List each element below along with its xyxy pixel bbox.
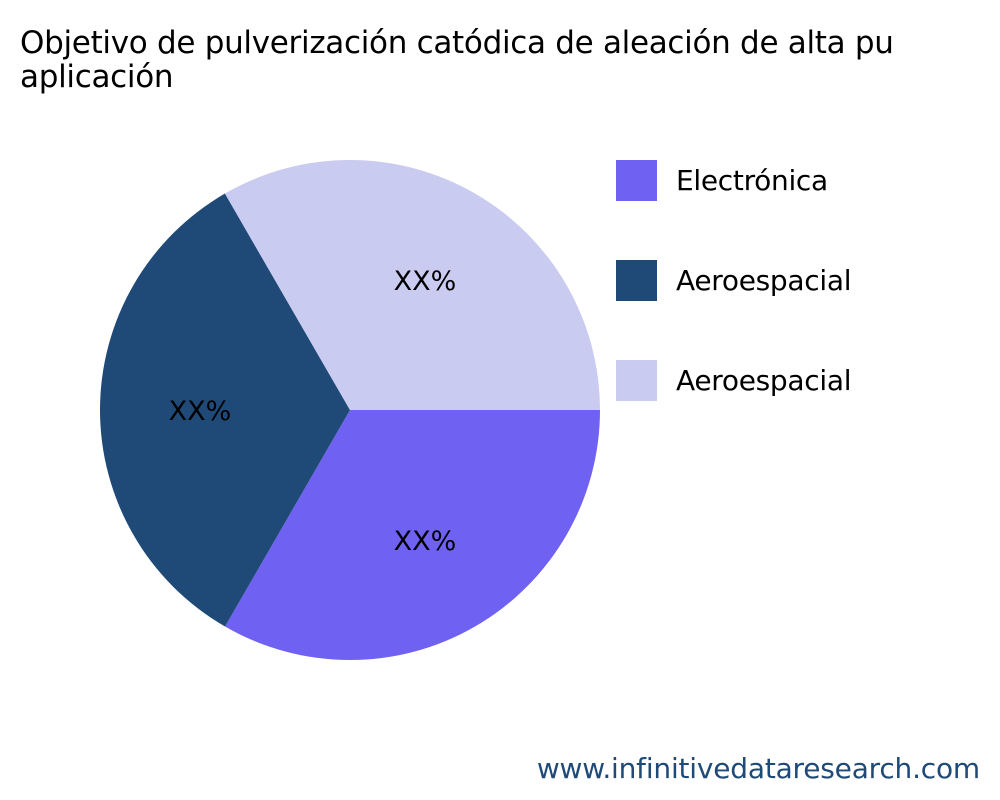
chart-title-line-2: aplicación <box>20 59 174 95</box>
pie-slice-label-0: XX% <box>394 526 457 557</box>
chart-title-line-1: Objetivo de pulverización catódica de al… <box>20 25 894 61</box>
legend-label: Aeroespacial <box>676 264 852 297</box>
pie-slice-label-1: XX% <box>169 396 232 427</box>
pie-slice-2 <box>224 159 601 410</box>
legend-item-2[interactable]: Aeroespacial <box>616 360 851 401</box>
legend-item-0[interactable]: Electrónica <box>616 160 828 201</box>
legend-item-1[interactable]: Aeroespacial <box>616 260 851 301</box>
pie-slice-0 <box>225 410 600 661</box>
legend-label: Electrónica <box>676 164 828 197</box>
footer-url[interactable]: www.infinitivedataresearch.com <box>536 752 980 785</box>
pie-slice-1 <box>99 193 350 627</box>
pie-slice-label-2: XX% <box>394 266 457 297</box>
legend-swatch <box>616 160 657 201</box>
legend-swatch <box>616 360 657 401</box>
legend-swatch <box>616 260 657 301</box>
chart-title: Objetivo de pulverización catódica de al… <box>20 26 894 94</box>
legend-label: Aeroespacial <box>676 364 852 397</box>
